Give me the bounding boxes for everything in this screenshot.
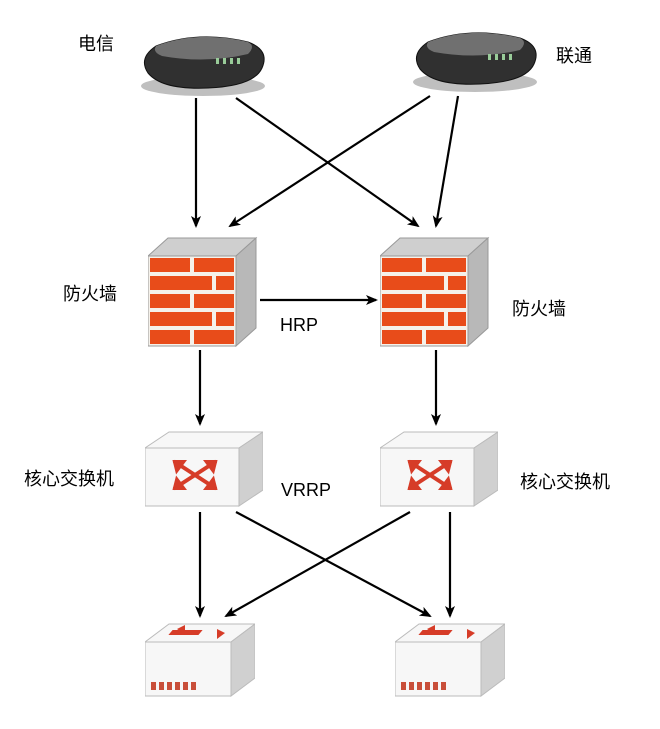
label-core-switch-right: 核心交换机 — [520, 468, 610, 494]
label-core-switch-left: 核心交换机 — [24, 465, 114, 491]
label-firewall-left: 防火墙 — [63, 280, 117, 306]
firewall-left-icon — [148, 232, 258, 347]
label-firewall-right: 防火墙 — [512, 295, 566, 321]
label-telecom: 电信 — [78, 30, 114, 56]
access-switch-right-icon — [395, 620, 505, 698]
diagram-canvas: 电信 联通 防火墙 防火墙 HRP 核心交换机 核心交换机 VRRP — [0, 0, 660, 729]
access-switch-left-icon — [145, 620, 255, 698]
label-vrrp: VRRP — [281, 480, 331, 501]
core-switch-left-icon — [145, 428, 263, 510]
firewall-right-icon — [380, 232, 490, 347]
core-switch-right-icon — [380, 428, 498, 510]
edges-layer — [0, 0, 660, 729]
modem-unicom-icon — [400, 24, 550, 94]
label-unicom: 联通 — [556, 42, 592, 68]
modem-telecom-icon — [128, 28, 278, 98]
label-hrp: HRP — [280, 315, 318, 336]
